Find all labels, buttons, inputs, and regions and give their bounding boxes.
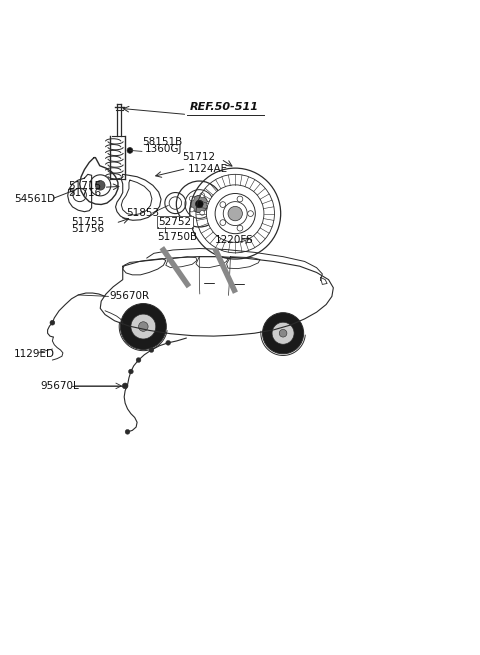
Text: 51756: 51756 — [72, 225, 105, 234]
Circle shape — [125, 430, 130, 434]
Text: 51853: 51853 — [126, 208, 159, 217]
Circle shape — [237, 196, 243, 202]
Circle shape — [96, 181, 105, 190]
Circle shape — [129, 369, 133, 374]
Circle shape — [149, 348, 154, 352]
Text: 52752: 52752 — [158, 217, 192, 227]
Circle shape — [131, 314, 156, 339]
Text: 51716: 51716 — [69, 189, 102, 198]
Text: 58151B: 58151B — [142, 137, 182, 147]
Text: 51715: 51715 — [69, 181, 102, 191]
Circle shape — [120, 303, 166, 350]
Text: 54561D: 54561D — [14, 195, 55, 204]
Circle shape — [136, 358, 141, 362]
Text: 1220FS: 1220FS — [215, 235, 254, 246]
Text: 95670L: 95670L — [40, 381, 79, 391]
Circle shape — [248, 211, 253, 216]
Circle shape — [206, 185, 264, 242]
Circle shape — [195, 200, 203, 208]
Circle shape — [206, 202, 211, 206]
Circle shape — [139, 322, 148, 331]
Text: 1360GJ: 1360GJ — [145, 144, 183, 154]
Text: 51750B: 51750B — [157, 232, 198, 242]
Circle shape — [50, 320, 55, 325]
Text: REF.50-511: REF.50-511 — [190, 102, 259, 112]
Text: 1129ED: 1129ED — [14, 349, 55, 359]
Circle shape — [122, 383, 128, 389]
Circle shape — [220, 219, 226, 225]
Circle shape — [166, 341, 170, 345]
Circle shape — [127, 147, 133, 153]
Circle shape — [200, 210, 204, 215]
Circle shape — [237, 225, 243, 231]
Text: 1124AE: 1124AE — [187, 164, 228, 174]
Circle shape — [190, 207, 194, 212]
Circle shape — [228, 206, 242, 221]
Text: 95670R: 95670R — [110, 291, 150, 301]
Circle shape — [190, 196, 194, 201]
Circle shape — [191, 195, 208, 213]
Text: 51755: 51755 — [72, 217, 105, 227]
Circle shape — [263, 312, 304, 354]
Circle shape — [220, 202, 226, 208]
Text: 51712: 51712 — [182, 152, 216, 162]
FancyBboxPatch shape — [157, 215, 193, 228]
Circle shape — [200, 193, 204, 198]
Circle shape — [272, 322, 294, 345]
Circle shape — [279, 329, 287, 337]
